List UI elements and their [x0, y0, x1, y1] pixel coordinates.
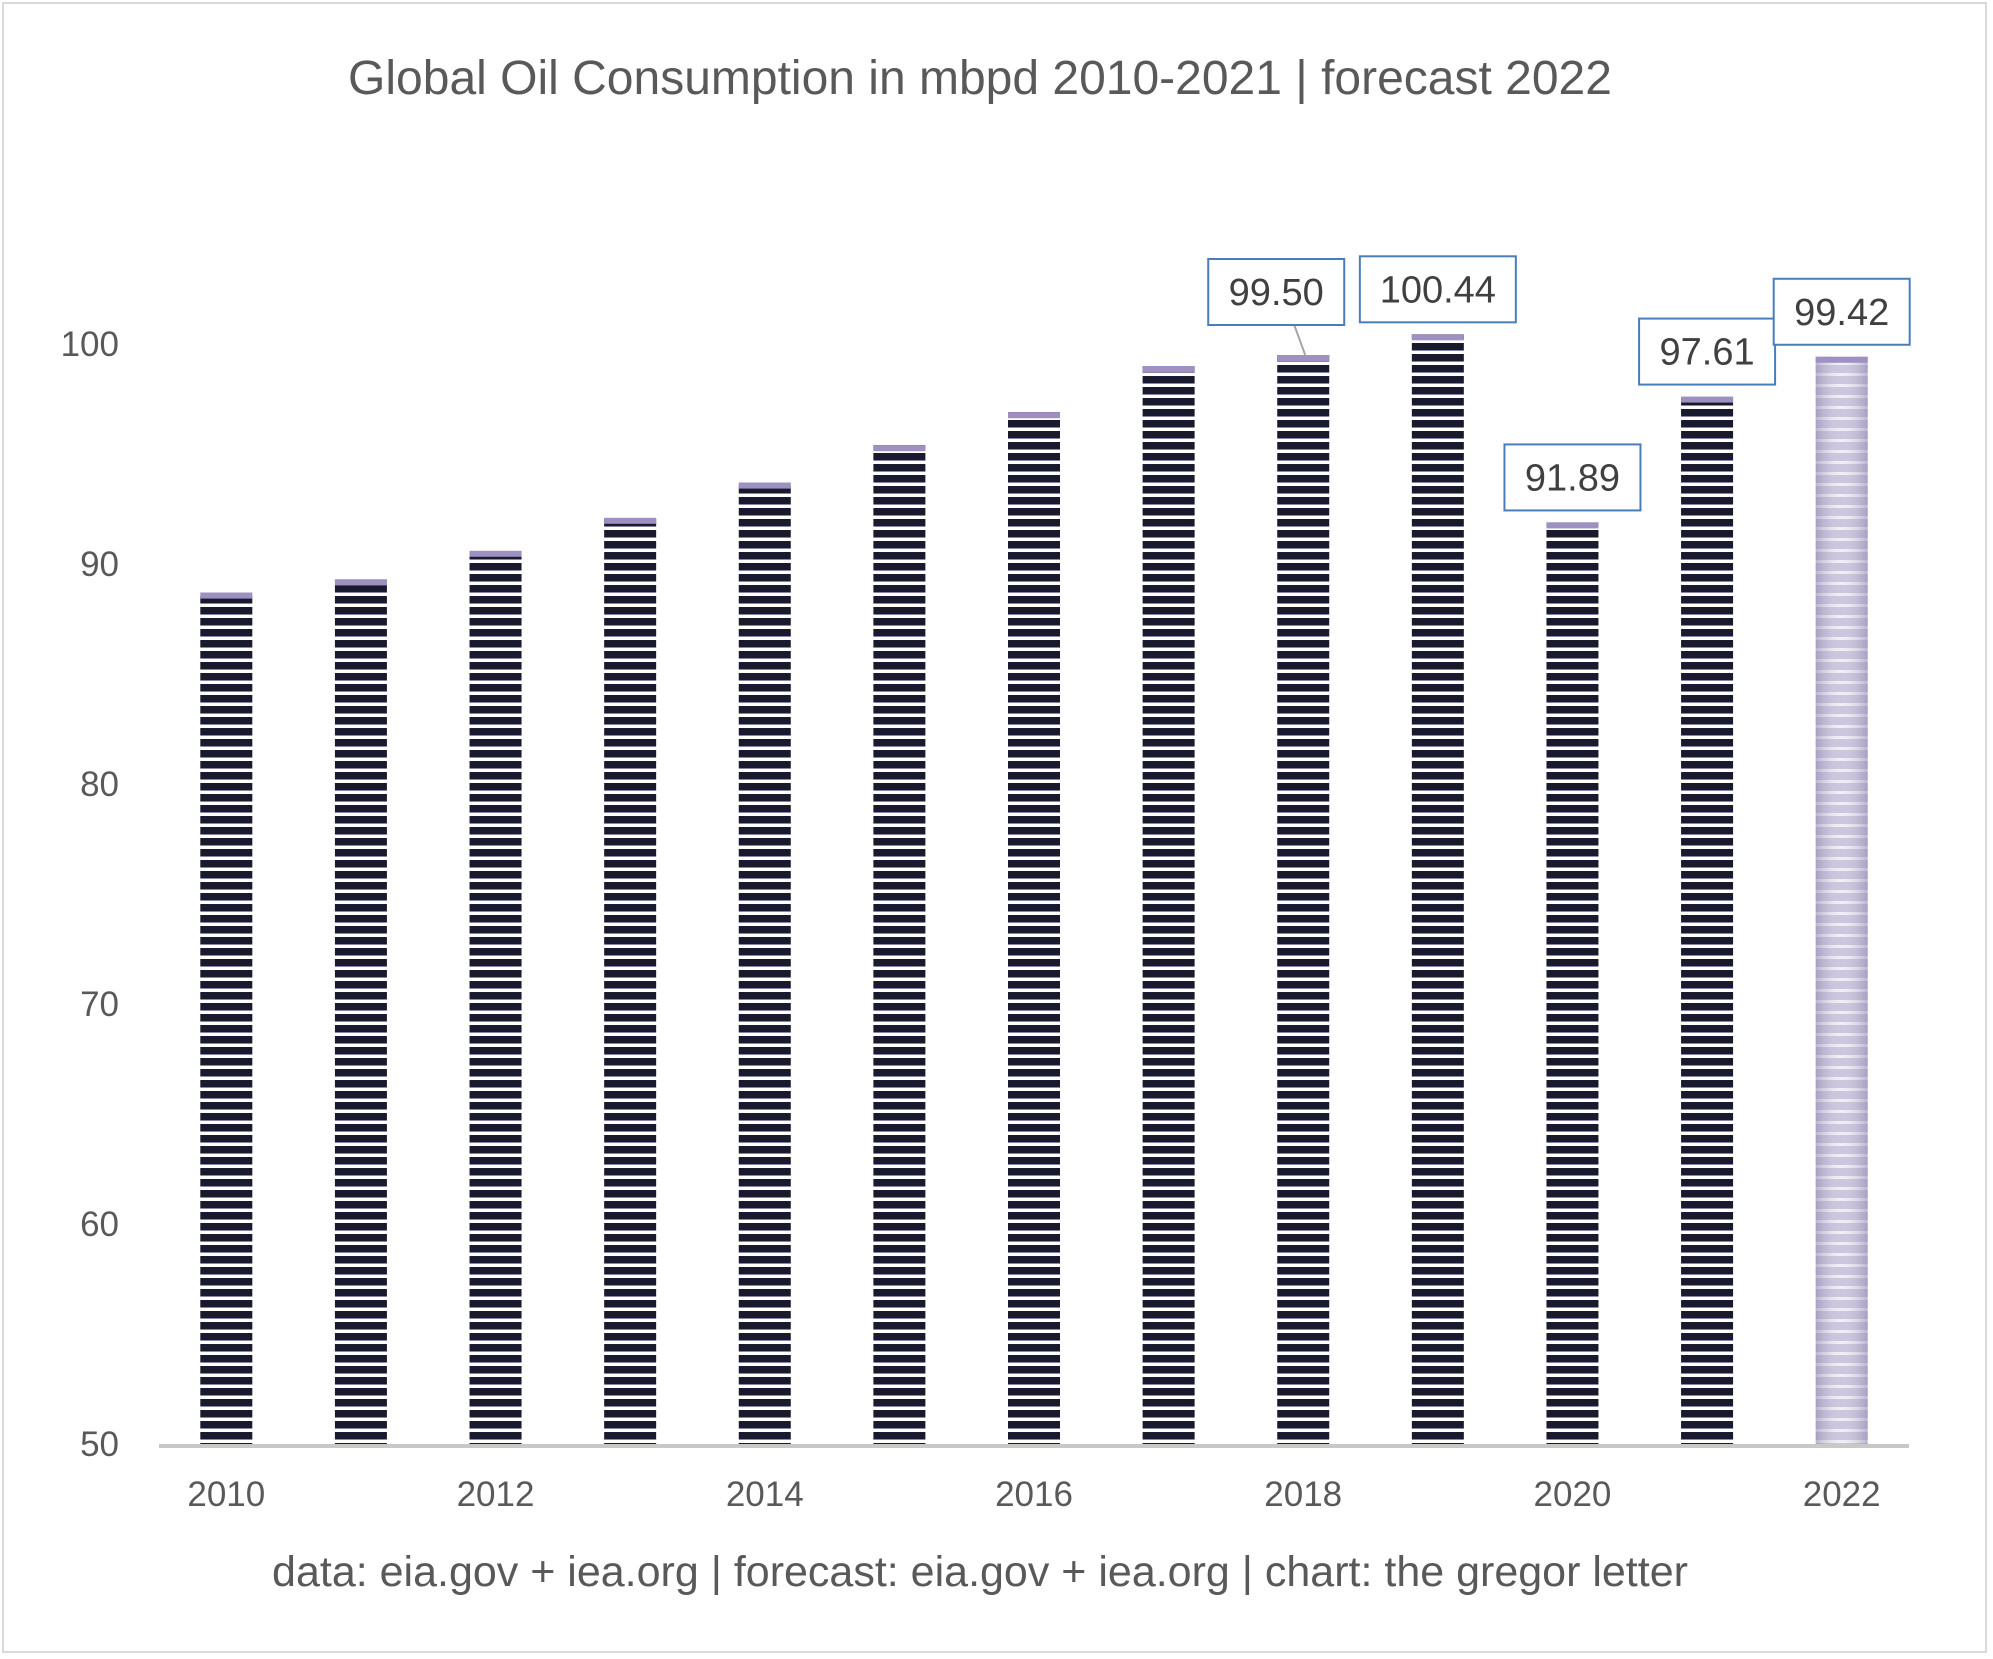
chart-title: Global Oil Consumption in mbpd 2010-2021… [348, 52, 1612, 105]
bar-cap [873, 445, 926, 452]
y-tick-label: 90 [80, 545, 119, 584]
x-tick-label: 2014 [726, 1475, 804, 1514]
data-label: 100.44 [1358, 255, 1517, 324]
bar-cap [200, 592, 253, 599]
data-label-text: 99.42 [1794, 292, 1889, 334]
bar-body [1411, 334, 1464, 1444]
bar [1008, 412, 1060, 1445]
bar-body [1681, 396, 1734, 1445]
data-label: 97.61 [1638, 317, 1777, 386]
bars-group [200, 334, 1868, 1445]
bar-body [469, 550, 522, 1444]
bar-body [1008, 412, 1060, 1445]
x-tick-label: 2020 [1534, 1475, 1612, 1514]
label-leader-line [1293, 324, 1307, 356]
data-label-text: 97.61 [1660, 332, 1755, 374]
x-tick-label: 2016 [995, 1475, 1073, 1514]
bar-cap [1681, 396, 1734, 403]
data-labels-group: 99.50 100.44 91.89 97.61 99.42 [1207, 255, 1911, 512]
bar-cap [1815, 356, 1868, 363]
data-label-text: 99.50 [1229, 272, 1324, 314]
bar-body [200, 592, 253, 1444]
data-label-box [1772, 277, 1911, 346]
y-tick-label: 60 [80, 1205, 119, 1244]
bar-cap [469, 550, 522, 557]
bar [738, 482, 791, 1445]
bar-body [1142, 366, 1195, 1444]
bar-cap [1546, 522, 1599, 529]
y-tick-label: 100 [61, 325, 119, 364]
bar [1681, 396, 1734, 1445]
y-tick-label: 50 [80, 1425, 119, 1464]
x-axis-ticks: 2010 2012 2014 2016 2018 2020 2022 [187, 1475, 1880, 1514]
y-tick-label: 70 [80, 985, 119, 1024]
bar-body [873, 445, 926, 1444]
x-tick-label: 2012 [457, 1475, 535, 1514]
bar [1546, 522, 1599, 1444]
bar [469, 550, 522, 1444]
data-label: 99.42 [1772, 277, 1911, 346]
bar-chart: Global Oil Consumption in mbpd 2010-2021… [61, 52, 1911, 1596]
bar-cap [1008, 412, 1060, 419]
bar [1277, 355, 1330, 1444]
bar-body [1546, 522, 1599, 1444]
source-note: data: eia.gov + iea.org | forecast: eia.… [272, 1548, 1688, 1596]
data-label: 99.50 [1207, 258, 1346, 356]
bar-cap [334, 579, 387, 586]
data-label-box [1358, 255, 1517, 324]
bar [334, 579, 387, 1444]
bar-body [334, 579, 387, 1444]
bar-cap [604, 517, 657, 524]
x-tick-label: 2018 [1264, 1475, 1342, 1514]
bar-cap [1142, 366, 1195, 372]
bar [873, 445, 926, 1444]
bar-cap [1411, 334, 1464, 341]
data-label-box [1207, 258, 1346, 326]
data-label: 91.89 [1503, 443, 1642, 512]
y-axis-ticks: 50 60 70 80 90 100 [61, 325, 119, 1464]
bar-sheen [1815, 356, 1868, 1444]
data-label-box [1503, 443, 1642, 512]
bar [200, 592, 253, 1444]
data-label-text: 100.44 [1380, 269, 1496, 311]
bar-body [1277, 355, 1330, 1444]
bar [1142, 366, 1195, 1444]
bar-cap [738, 482, 791, 489]
bar-body [604, 517, 657, 1444]
bar-body [738, 482, 791, 1445]
bar [1411, 334, 1464, 1444]
data-label-text: 91.89 [1525, 457, 1620, 499]
y-tick-label: 80 [80, 765, 119, 804]
x-tick-label: 2022 [1803, 1475, 1881, 1514]
bar-cap [1277, 355, 1330, 361]
x-tick-label: 2010 [187, 1475, 265, 1514]
data-label-box [1638, 317, 1777, 386]
bar [604, 517, 657, 1444]
forecast-bar [1815, 356, 1868, 1444]
